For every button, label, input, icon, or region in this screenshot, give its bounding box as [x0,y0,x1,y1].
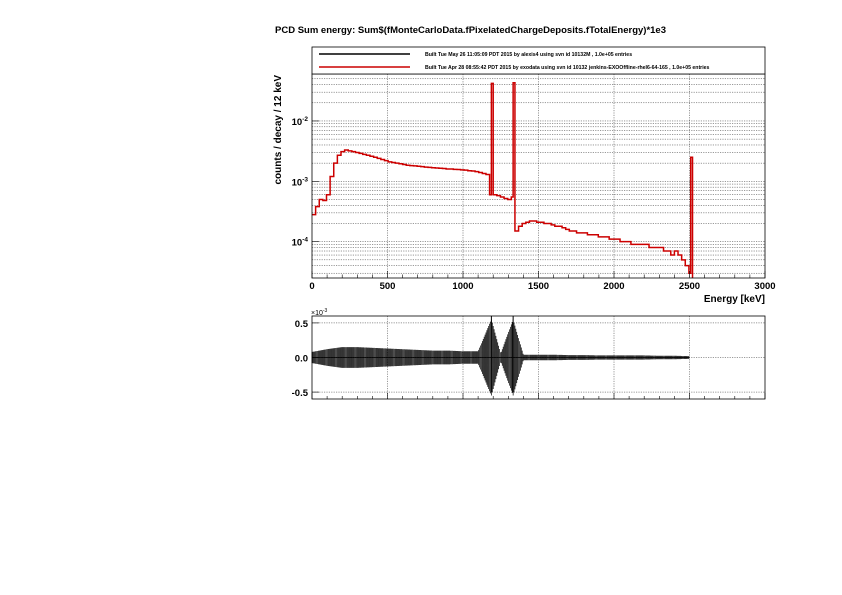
residual-y-tick-label: -0.5 [292,388,309,399]
legend-entry-1: Built Tue May 26 11:05:09 PDT 2015 by al… [425,52,632,58]
residual-y-tick-label: 0.5 [295,319,309,330]
spectrum-y-ticks: 10-210-310-4 [292,116,319,249]
x-tick-label: 3000 [754,281,775,292]
residual-multiplier: ×10-3 [311,308,328,317]
x-tick-label: 0 [309,281,314,292]
spectrum-series [312,81,694,278]
x-axis-label: Energy [keV] [704,294,765,305]
x-tick-label: 2000 [603,281,624,292]
y-axis-label: counts / decay / 12 keV [273,75,284,185]
spectrum-series-line [312,81,694,278]
chart-title: PCD Sum energy: Sum$(fMonteCarloData.fPi… [275,25,666,36]
residual-multiplier-base: ×10 [311,310,323,317]
x-tick-label: 500 [380,281,396,292]
legend-box [311,46,766,75]
y-tick-exp: -3 [302,176,308,183]
residual-y-tick-label: 0.0 [295,354,308,365]
y-tick-label: 10-2 [292,116,309,128]
legend: Built Tue May 26 11:05:09 PDT 2015 by al… [311,46,766,75]
spectrum-panel: 0 500 1000 1500 2000 2500 3000 10-210-310-4 Bu… [273,46,776,305]
residual-series [311,316,690,396]
residual-multiplier-exp: -3 [323,308,328,314]
y-tick-exp: -2 [302,116,308,123]
y-tick-label: 10-4 [292,237,309,249]
spectrum-x-ticks: 0 500 1000 1500 2000 2500 3000 [309,271,776,292]
residual-panel: 0.5 0.0 -0.5 ×10-3 [292,308,766,400]
y-tick-label: 10-3 [292,176,309,188]
y-tick-base: 10 [292,177,303,188]
x-tick-label: 2500 [679,281,700,292]
y-tick-exp: -4 [302,237,308,244]
y-tick-base: 10 [292,238,303,249]
legend-entry-2: Built Tue Apr 28 08:55:42 PDT 2015 by ex… [425,65,710,71]
x-tick-label: 1000 [452,281,473,292]
y-tick-base: 10 [292,117,303,128]
spectrum-grid [312,74,765,278]
residual-x-ticks [311,393,766,399]
residual-y-ticks: 0.5 0.0 -0.5 [292,319,319,399]
x-tick-label: 1500 [528,281,549,292]
